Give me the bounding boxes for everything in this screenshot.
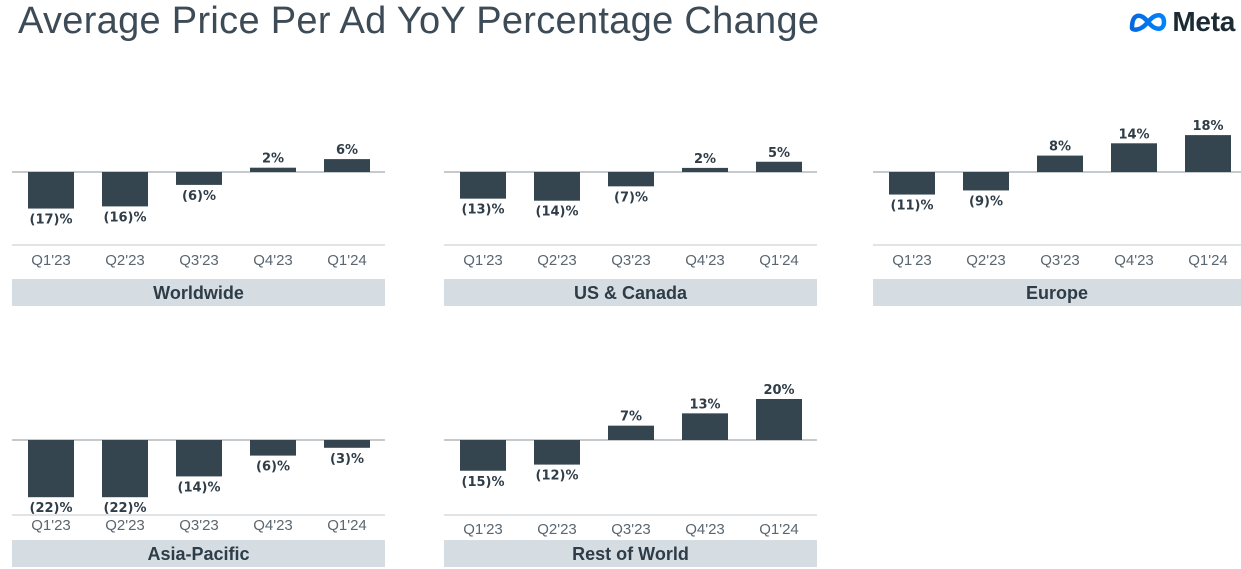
x-tick-label: Q3'23	[179, 252, 219, 269]
x-tick-label: Q2'23	[105, 252, 145, 269]
x-tick-label: Q3'23	[1040, 252, 1080, 269]
chart-svg: (11)% Q1'23 (9)% Q2'23 8% Q3'23 14% Q4'23 18% Q1'…	[873, 119, 1241, 269]
x-tick-label: Q1'23	[463, 521, 503, 538]
x-tick-label: Q1'23	[31, 252, 71, 269]
chart-svg: (17)% Q1'23 (16)% Q2'23 (6)% Q3'23 2% Q4'23 6% Q1…	[12, 143, 385, 269]
meta-logo: Meta	[1128, 6, 1235, 38]
bar	[682, 413, 728, 440]
bar	[250, 440, 296, 456]
chart-title-bar: Europe	[873, 279, 1241, 306]
chart-us-canada: (13)% Q1'23 (14)% Q2'23 (7)% Q3'23 2% Q4'23 5% Q1…	[444, 107, 819, 307]
data-label: (7)%	[614, 190, 648, 205]
data-label: (11)%	[891, 199, 934, 214]
data-label: 7%	[620, 410, 642, 425]
x-tick-label: Q4'23	[685, 252, 725, 269]
data-label: (13)%	[462, 203, 505, 218]
bar	[534, 172, 580, 201]
chart-worldwide: (17)% Q1'23 (16)% Q2'23 (6)% Q3'23 2% Q4'23 6% Q1…	[12, 107, 387, 307]
chart-title-bar: Rest of World	[444, 540, 817, 567]
x-tick-label: Q4'23	[685, 521, 725, 538]
data-label: (3)%	[330, 452, 364, 467]
data-label: (16)%	[104, 210, 147, 225]
bar	[608, 172, 654, 187]
x-tick-label: Q2'23	[105, 517, 145, 534]
x-tick-label: Q1'24	[327, 252, 367, 269]
x-tick-label: Q1'24	[327, 517, 367, 534]
bar	[460, 172, 506, 199]
x-tick-label: Q1'24	[759, 521, 799, 538]
bar	[102, 172, 148, 207]
data-label: 8%	[1049, 140, 1071, 155]
bar	[176, 172, 222, 185]
x-tick-label: Q1'24	[1188, 252, 1228, 269]
x-tick-label: Q2'23	[537, 521, 577, 538]
bar	[102, 440, 148, 498]
bar	[608, 425, 654, 440]
page-title: Average Price Per Ad YoY Percentage Chan…	[18, 0, 820, 42]
x-tick-label: Q1'23	[892, 252, 932, 269]
bar	[28, 172, 74, 209]
bar	[324, 159, 370, 172]
bar	[28, 440, 74, 498]
meta-infinity-icon	[1130, 13, 1167, 32]
data-label: (22)%	[104, 501, 147, 516]
x-tick-label: Q4'23	[253, 252, 293, 269]
data-label: 20%	[763, 383, 794, 398]
chart-svg: (13)% Q1'23 (14)% Q2'23 (7)% Q3'23 2% Q4'23 5% Q1…	[444, 146, 817, 269]
x-tick-label: Q3'23	[611, 521, 651, 538]
chart-title-bar: Worldwide	[12, 279, 385, 306]
x-tick-label: Q2'23	[537, 252, 577, 269]
bar	[1111, 143, 1157, 172]
chart-title-bar: US & Canada	[444, 279, 817, 306]
data-label: 14%	[1118, 127, 1149, 142]
bar	[534, 440, 580, 465]
data-label: (9)%	[969, 194, 1003, 209]
bar	[460, 440, 506, 471]
x-tick-label: Q1'24	[759, 252, 799, 269]
x-tick-label: Q4'23	[253, 517, 293, 534]
bar	[1185, 135, 1231, 172]
data-label: 2%	[694, 152, 716, 167]
x-tick-label: Q3'23	[611, 252, 651, 269]
data-label: (22)%	[30, 501, 73, 516]
brand-name: Meta	[1172, 6, 1235, 37]
bar	[250, 167, 296, 172]
bar	[889, 172, 935, 195]
x-tick-label: Q3'23	[179, 517, 219, 534]
chart-title-bar: Asia-Pacific	[12, 540, 385, 567]
data-label: (12)%	[536, 469, 579, 484]
data-label: 2%	[262, 152, 284, 167]
data-label: (15)%	[462, 475, 505, 490]
x-tick-label: Q2'23	[966, 252, 1006, 269]
chart-asia-pacific: (22)% Q1'23 (22)% Q2'23 (14)% Q3'23 (6)% Q4'23(…	[12, 366, 387, 567]
x-tick-label: Q1'23	[463, 252, 503, 269]
bar	[682, 167, 728, 172]
bar	[756, 161, 802, 172]
data-label: (17)%	[30, 213, 73, 228]
bar	[176, 440, 222, 477]
data-label: 18%	[1192, 119, 1223, 134]
data-label: 6%	[336, 143, 358, 158]
bar	[324, 440, 370, 448]
x-tick-label: Q1'23	[31, 517, 71, 534]
data-label: (6)%	[256, 460, 290, 475]
chart-svg: (22)%Q1'23(22)%Q2'23(14)%Q3'23(6)%Q4'23(…	[12, 439, 385, 534]
chart-svg: (15)% Q1'23 (12)% Q2'23 7% Q3'23 13% Q4'23 20% Q1…	[444, 383, 817, 538]
bar	[756, 399, 802, 440]
x-tick-label: Q4'23	[1114, 252, 1154, 269]
data-label: (14)%	[536, 205, 579, 220]
data-label: 5%	[768, 146, 790, 161]
data-label: 13%	[689, 397, 720, 412]
bar	[1037, 155, 1083, 172]
chart-rest-of-world: (15)% Q1'23 (12)% Q2'23 7% Q3'23 13% Q4'23 20% Q1…	[444, 366, 819, 567]
chart-europe: (11)% Q1'23 (9)% Q2'23 8% Q3'23 14% Q4'23 18% Q1'…	[873, 107, 1241, 307]
data-label: (14)%	[178, 480, 221, 495]
bar	[963, 172, 1009, 191]
data-label: (6)%	[182, 189, 216, 204]
